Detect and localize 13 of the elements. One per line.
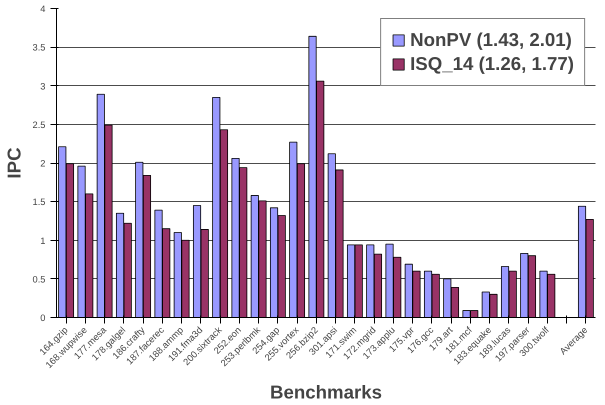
x-axis-title: Benchmarks: [270, 382, 382, 403]
legend-label: NonPV (1.43, 2.01): [410, 29, 572, 51]
y-tick-label: 3.5: [32, 42, 46, 53]
y-tick-label: 0: [40, 313, 46, 323]
y-tick-label: 1.5: [32, 197, 46, 208]
legend-label: ISQ_14 (1.26, 1.77): [410, 53, 574, 75]
y-tick-label: 0.5: [32, 274, 46, 284]
y-axis-title: IPC: [4, 147, 25, 179]
y-tick-label: 1: [40, 236, 46, 246]
y-tick-label: 2: [40, 158, 46, 168]
y-tick-label: 3: [40, 81, 46, 92]
y-tick-label: 2.5: [32, 120, 46, 130]
y-tick-label: 4: [40, 4, 46, 14]
